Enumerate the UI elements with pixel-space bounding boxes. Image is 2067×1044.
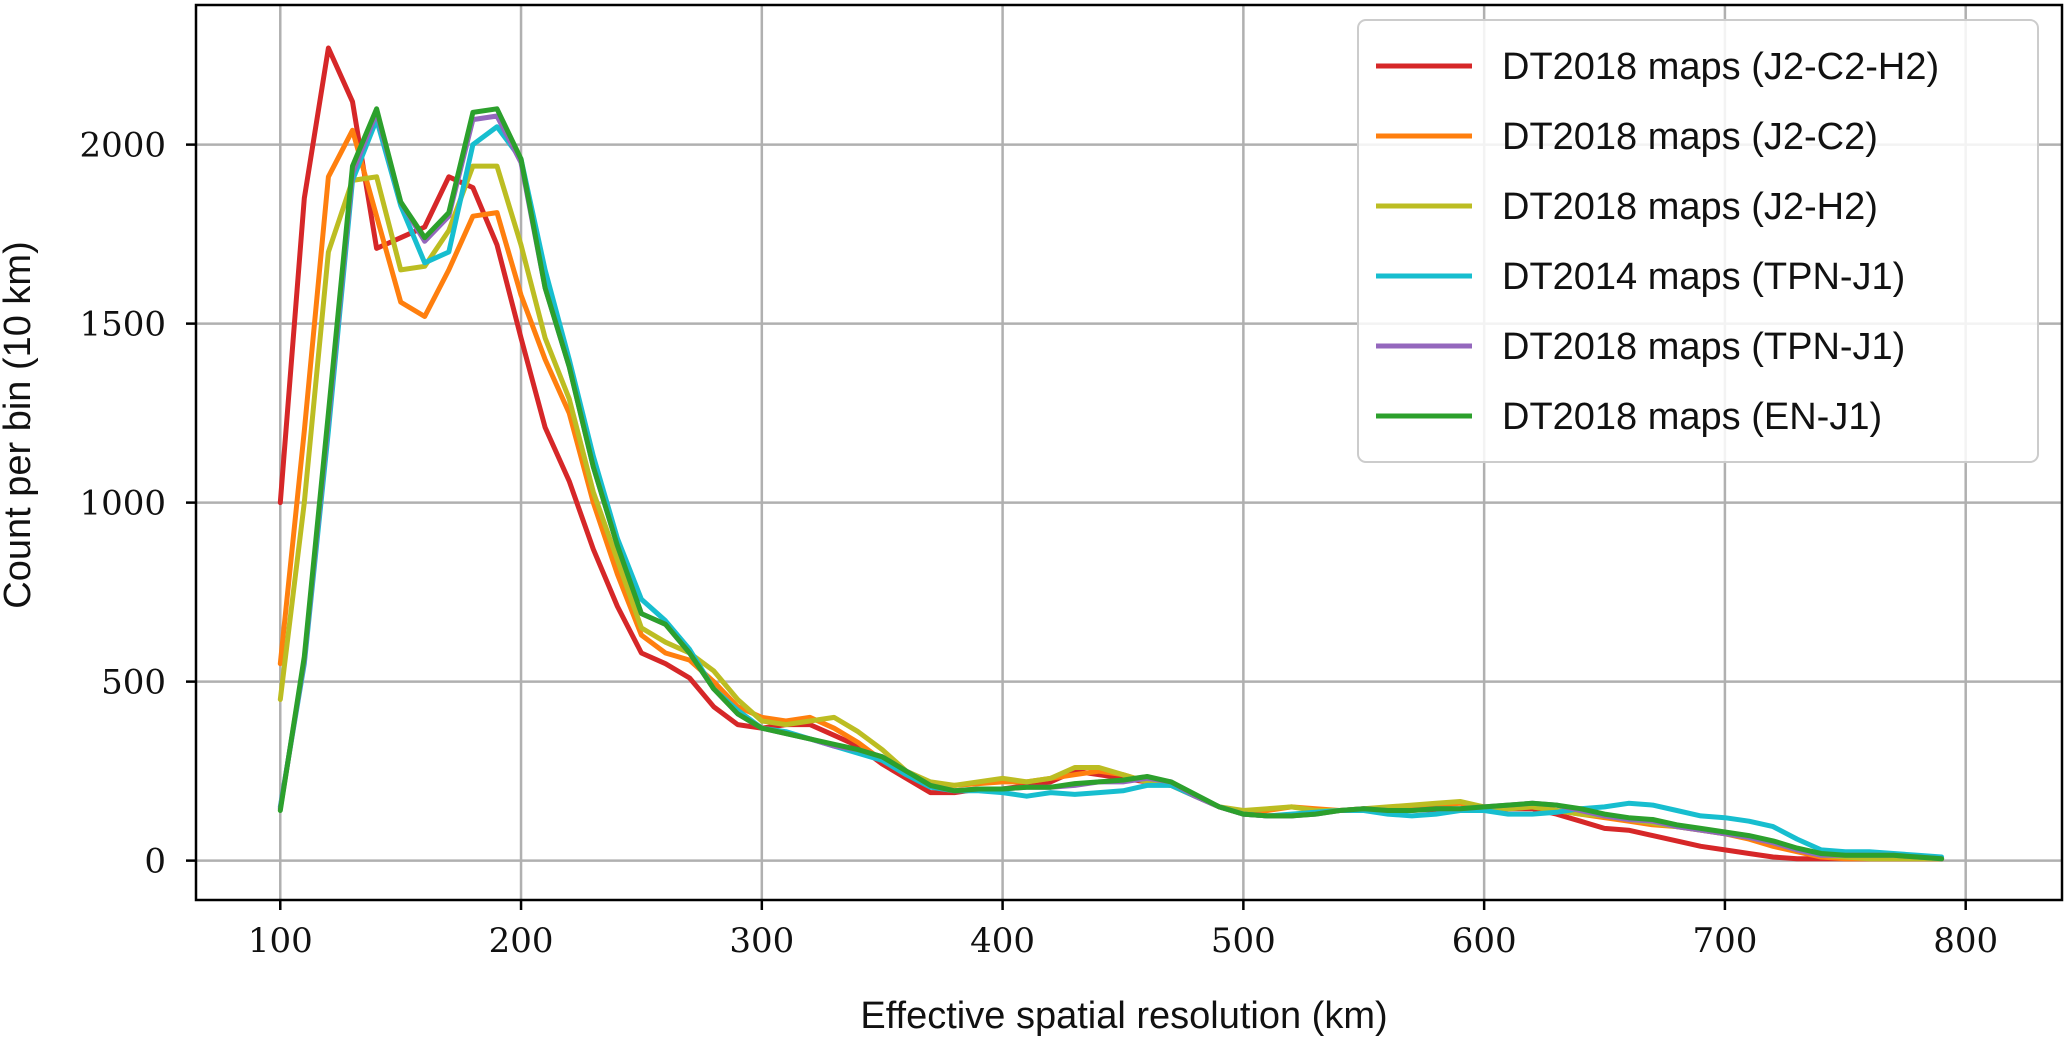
y-axis-label: Count per bin (10 km) bbox=[0, 241, 39, 609]
legend-entry: DT2014 maps (TPN-J1) bbox=[1502, 256, 1905, 298]
y-tick-label: 2000 bbox=[79, 126, 166, 166]
series-line bbox=[277, 106, 1945, 862]
x-tick-label: 600 bbox=[1452, 921, 1517, 961]
x-tick-label: 100 bbox=[248, 921, 313, 961]
legend: DT2018 maps (J2-C2-H2) DT2018 maps (J2-C2… bbox=[1357, 19, 2039, 463]
y-tick-label: 0 bbox=[144, 842, 166, 882]
axis-ticks: 100 200 300 400 500 600 700 800 0 500 1000 1500 2000 bbox=[79, 126, 1998, 961]
x-tick-label: 800 bbox=[1933, 921, 1998, 961]
x-axis-label: Effective spatial resolution (km) bbox=[860, 995, 1387, 1037]
legend-entry: DT2018 maps (J2-C2-H2) bbox=[1502, 46, 1939, 88]
legend-entry: DT2018 maps (TPN-J1) bbox=[1502, 326, 1905, 368]
legend-entry: DT2018 maps (J2-H2) bbox=[1502, 186, 1878, 228]
x-tick-label: 700 bbox=[1692, 921, 1757, 961]
legend-entry: DT2018 maps (J2-C2) bbox=[1502, 116, 1878, 158]
series-group bbox=[277, 45, 1945, 862]
x-tick-label: 400 bbox=[970, 921, 1035, 961]
series-line bbox=[277, 45, 1945, 862]
series-line bbox=[277, 117, 1945, 860]
x-tick-label: 200 bbox=[489, 921, 554, 961]
legend-box bbox=[1357, 19, 2039, 463]
y-tick-label: 1000 bbox=[79, 484, 166, 524]
y-tick-label: 500 bbox=[101, 663, 166, 703]
plot-frame bbox=[194, 3, 2064, 902]
x-tick-label: 500 bbox=[1211, 921, 1276, 961]
x-tick-label: 300 bbox=[729, 921, 794, 961]
y-tick-label: 1500 bbox=[79, 305, 166, 345]
legend-entry: DT2018 maps (EN-J1) bbox=[1502, 396, 1882, 438]
